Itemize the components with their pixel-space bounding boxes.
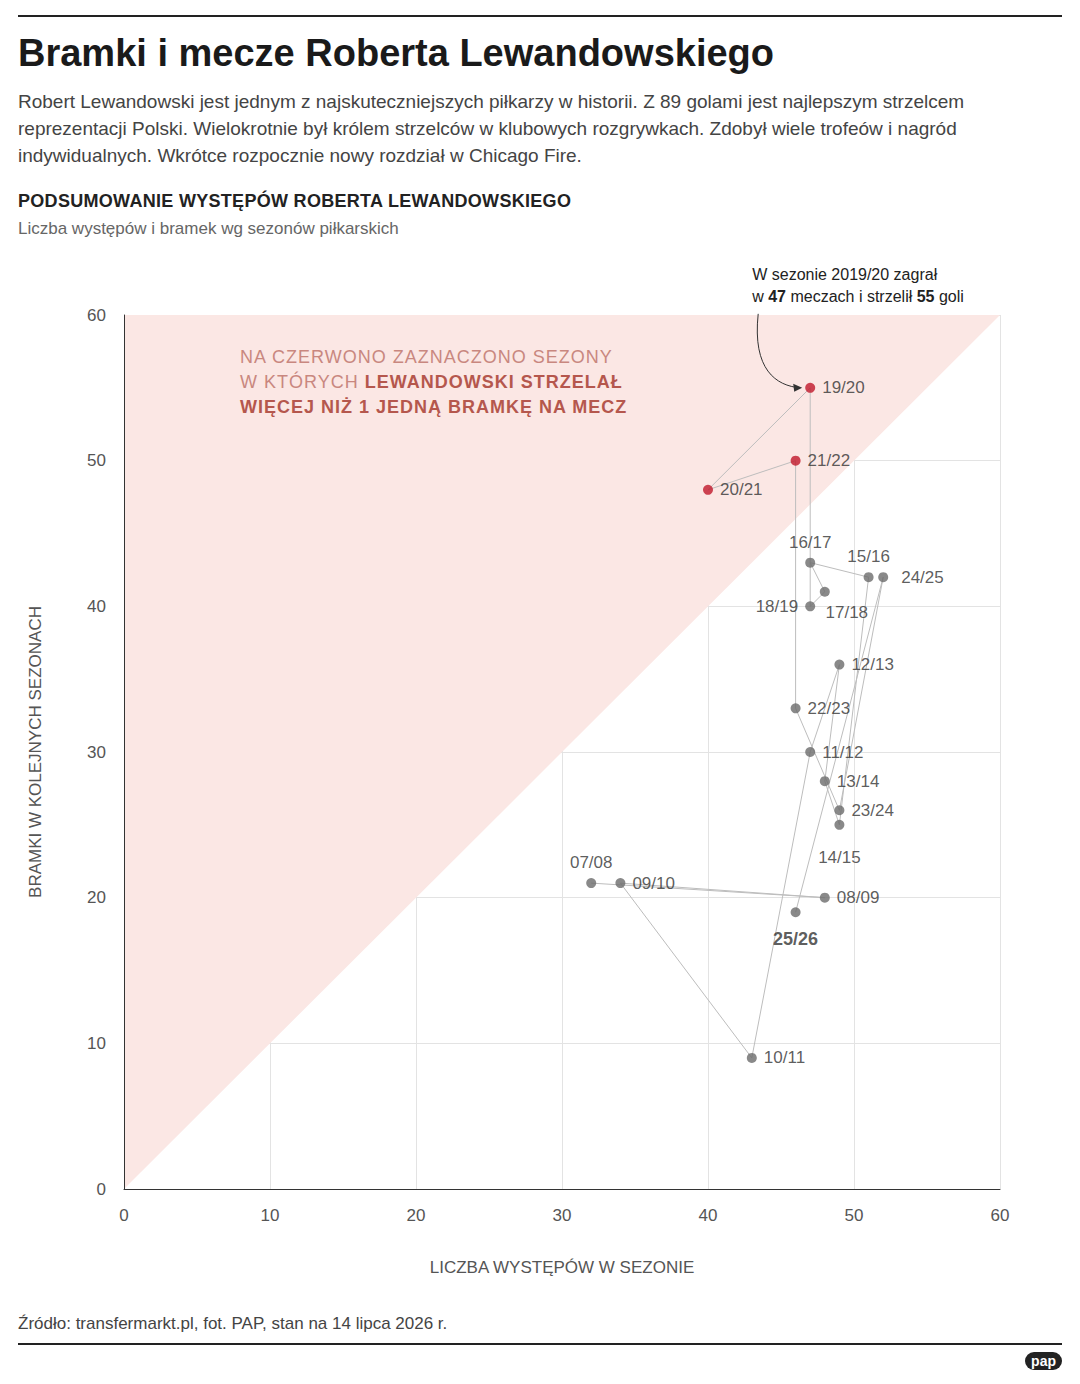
html-text:pap: pap [1031,1353,1056,1369]
svg-text:40: 40 [699,1206,718,1225]
svg-text:12/13: 12/13 [851,655,894,674]
svg-text:18/19: 18/19 [756,597,799,616]
svg-text:60: 60 [991,1206,1010,1225]
html-text:Robert Lewandowski jest jednym: Robert Lewandowski jest jednym z najskut… [18,91,965,166]
svg-text:10/11: 10/11 [764,1048,805,1067]
svg-text:07/08: 07/08 [570,853,613,872]
svg-text:21/22: 21/22 [808,451,851,470]
svg-text:0: 0 [119,1206,128,1225]
svg-text:09/10: 09/10 [632,874,675,893]
svg-text:14/15: 14/15 [818,848,861,867]
html-text:W sezonie 2019/20 zagrał: W sezonie 2019/20 zagrał [752,265,938,283]
html-text:Źródło: transfermarkt.pl, fot.: Źródło: transfermarkt.pl, fot. PAP, stan… [18,1314,448,1333]
html-text:W KTÓRYCH LEWANDOWSKI STRZELAŁ: W KTÓRYCH LEWANDOWSKI STRZELAŁ [240,372,623,392]
svg-text:08/09: 08/09 [837,888,880,907]
svg-text:13/14: 13/14 [837,772,880,791]
svg-text:50: 50 [845,1206,864,1225]
svg-text:LICZBA WYSTĘPÓW W SEZONIE: LICZBA WYSTĘPÓW W SEZONIE [430,1258,694,1277]
svg-text:BRAMKI W KOLEJNYCH SEZONACH: BRAMKI W KOLEJNYCH SEZONACH [26,606,45,898]
html-text:PODSUMOWANIE WYSTĘPÓW ROBERTA: PODSUMOWANIE WYSTĘPÓW ROBERTA LEWANDOWSK… [18,191,572,211]
svg-text:20/21: 20/21 [720,480,763,499]
svg-text:20: 20 [407,1206,426,1225]
svg-text:50: 50 [87,451,106,470]
svg-text:25/26: 25/26 [773,929,818,949]
svg-text:24/25: 24/25 [901,568,944,587]
svg-text:10: 10 [87,1034,106,1053]
svg-text:16/17: 16/17 [789,533,832,552]
svg-text:30: 30 [553,1206,572,1225]
html-text:Liczba występów i bramek wg se: Liczba występów i bramek wg sezonów piłk… [18,219,399,238]
html-text:w 47 meczach i strzelił 55 gol: w 47 meczach i strzelił 55 goli [752,287,964,305]
svg-text:22/23: 22/23 [808,699,851,718]
html-text:NA CZERWONO ZAZNACZONO SEZONY: NA CZERWONO ZAZNACZONO SEZONY [240,347,613,367]
svg-text:30: 30 [87,743,106,762]
svg-text:40: 40 [87,597,106,616]
svg-text:19/20: 19/20 [822,378,865,397]
svg-text:11/12: 11/12 [822,743,863,762]
svg-text:0: 0 [97,1180,106,1199]
svg-text:17/18: 17/18 [826,603,869,622]
svg-text:10: 10 [261,1206,280,1225]
svg-text:23/24: 23/24 [851,801,894,820]
html-text:Bramki i mecze Roberta Lewando: Bramki i mecze Roberta Lewandowskiego [18,32,774,74]
svg-text:20: 20 [87,888,106,907]
html-text:WIĘCEJ NIŻ 1 JEDNĄ BRAMKĘ NA M: WIĘCEJ NIŻ 1 JEDNĄ BRAMKĘ NA MECZ [240,397,628,417]
svg-text:60: 60 [87,306,106,325]
svg-text:15/16: 15/16 [847,547,890,566]
